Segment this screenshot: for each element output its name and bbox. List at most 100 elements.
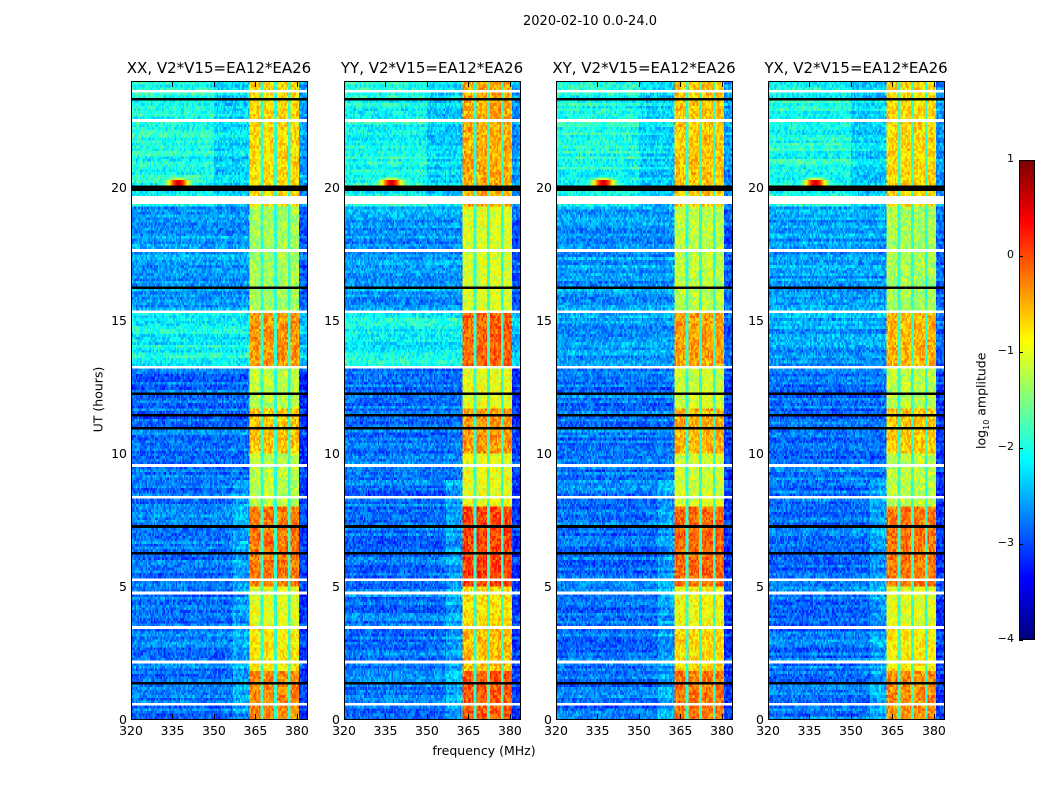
colorbar-tick-mark [1019,256,1023,257]
x-tick-mark [172,714,174,719]
y-tick-label: 20 [324,179,340,195]
x-tick-mark [597,82,599,87]
x-tick-mark [680,82,682,87]
panel-title: YY, V2*V15=EA12*EA26 [340,59,524,77]
x-tick-mark [597,714,599,719]
y-tick-label: 5 [332,578,340,594]
x-tick-label: 320 [544,723,568,738]
x-tick-mark [892,714,894,719]
x-tick-label: 380 [710,723,734,738]
x-tick-mark [296,714,298,719]
x-tick-mark [468,714,470,719]
y-tick-label: 20 [111,179,127,195]
x-tick-mark [556,82,557,87]
y-tick-label: 20 [748,179,764,195]
x-tick-mark [809,82,811,87]
x-tick-mark [426,714,428,719]
x-tick-mark [556,714,557,719]
y-tick-label: 10 [324,445,340,461]
y-tick-label: 5 [119,578,127,594]
x-tick-label: 320 [756,723,780,738]
y-tick-label: 5 [544,578,552,594]
heatmap-panel-0 [131,81,308,720]
x-tick-mark [509,82,511,87]
y-tick-label: 15 [536,312,552,328]
colorbar-tick-label: −1 [997,344,1014,357]
panel-title: XX, V2*V15=EA12*EA26 [126,59,312,77]
colorbar-tick-label: −2 [997,440,1014,453]
y-tick-label: 10 [748,445,764,461]
x-tick-label: 365 [880,723,905,738]
heatmap-cells [132,82,307,719]
y-tick-label: 15 [324,312,340,328]
x-tick-mark [385,82,387,87]
y-tick-label: 0 [544,712,552,727]
x-tick-mark [426,82,428,87]
x-tick-mark [809,714,811,719]
figure-title: 2020-02-10 0.0-24.0 [523,14,657,29]
x-tick-mark [933,82,935,87]
colorbar-label-sub: 10 [981,419,991,430]
x-tick-mark [385,714,387,719]
y-tick-label: 20 [536,179,552,195]
x-tick-mark [296,82,298,87]
x-tick-mark [131,714,132,719]
colorbar-tick-label: −3 [997,536,1014,549]
y-tick-label: 0 [332,712,340,727]
y-tick-label: 0 [756,712,764,727]
x-tick-mark [850,82,852,87]
colorbar-tick-mark [1019,544,1023,545]
x-tick-label: 380 [285,723,309,738]
x-tick-label: 380 [498,723,522,738]
x-tick-label: 335 [373,723,398,738]
x-tick-mark [213,82,215,87]
x-tick-label: 335 [797,723,822,738]
x-tick-mark [638,82,640,87]
x-tick-mark [255,714,257,719]
x-tick-label: 380 [922,723,946,738]
x-tick-mark [638,714,640,719]
colorbar-tick-mark [1019,160,1023,161]
y-tick-label: 15 [748,312,764,328]
x-tick-mark [172,82,174,87]
x-tick-mark [680,714,682,719]
colorbar-label-rest: amplitude [973,352,989,420]
x-tick-label: 335 [585,723,610,738]
x-tick-mark [213,714,215,719]
x-tick-label: 365 [668,723,693,738]
colorbar-tick-label: 0 [1007,248,1014,261]
heatmap-cells [557,82,732,719]
y-tick-label: 5 [756,578,764,594]
colorbar-tick-mark [1019,352,1023,353]
x-tick-mark [768,82,769,87]
x-tick-mark [468,82,470,87]
x-tick-label: 365 [243,723,268,738]
x-tick-mark [255,82,257,87]
colorbar-tick-mark [1019,448,1023,449]
x-tick-mark [721,714,723,719]
panel-title: YX, V2*V15=EA12*EA26 [764,59,948,77]
x-tick-label: 320 [119,723,143,738]
colorbar [1019,160,1035,640]
x-tick-mark [344,714,345,719]
y-tick-label: 15 [111,312,127,328]
y-tick-label: 10 [536,445,552,461]
x-tick-mark [933,714,935,719]
y-tick-label: 0 [119,712,127,727]
colorbar-tick-label: 1 [1007,152,1014,165]
y-axis-label: UT (hours) [90,366,106,433]
x-tick-mark [509,714,511,719]
panel-title: XY, V2*V15=EA12*EA26 [552,59,736,77]
colorbar-tick-label: −4 [997,632,1014,645]
x-tick-mark [721,82,723,87]
x-tick-label: 335 [160,723,185,738]
heatmap-panel-2 [556,81,733,720]
x-tick-label: 350 [839,723,863,738]
x-tick-label: 350 [627,723,651,738]
x-tick-label: 350 [202,723,226,738]
heatmap-panel-1 [344,81,521,720]
x-tick-label: 320 [332,723,356,738]
x-tick-mark [131,82,132,87]
y-tick-label: 10 [111,445,127,461]
